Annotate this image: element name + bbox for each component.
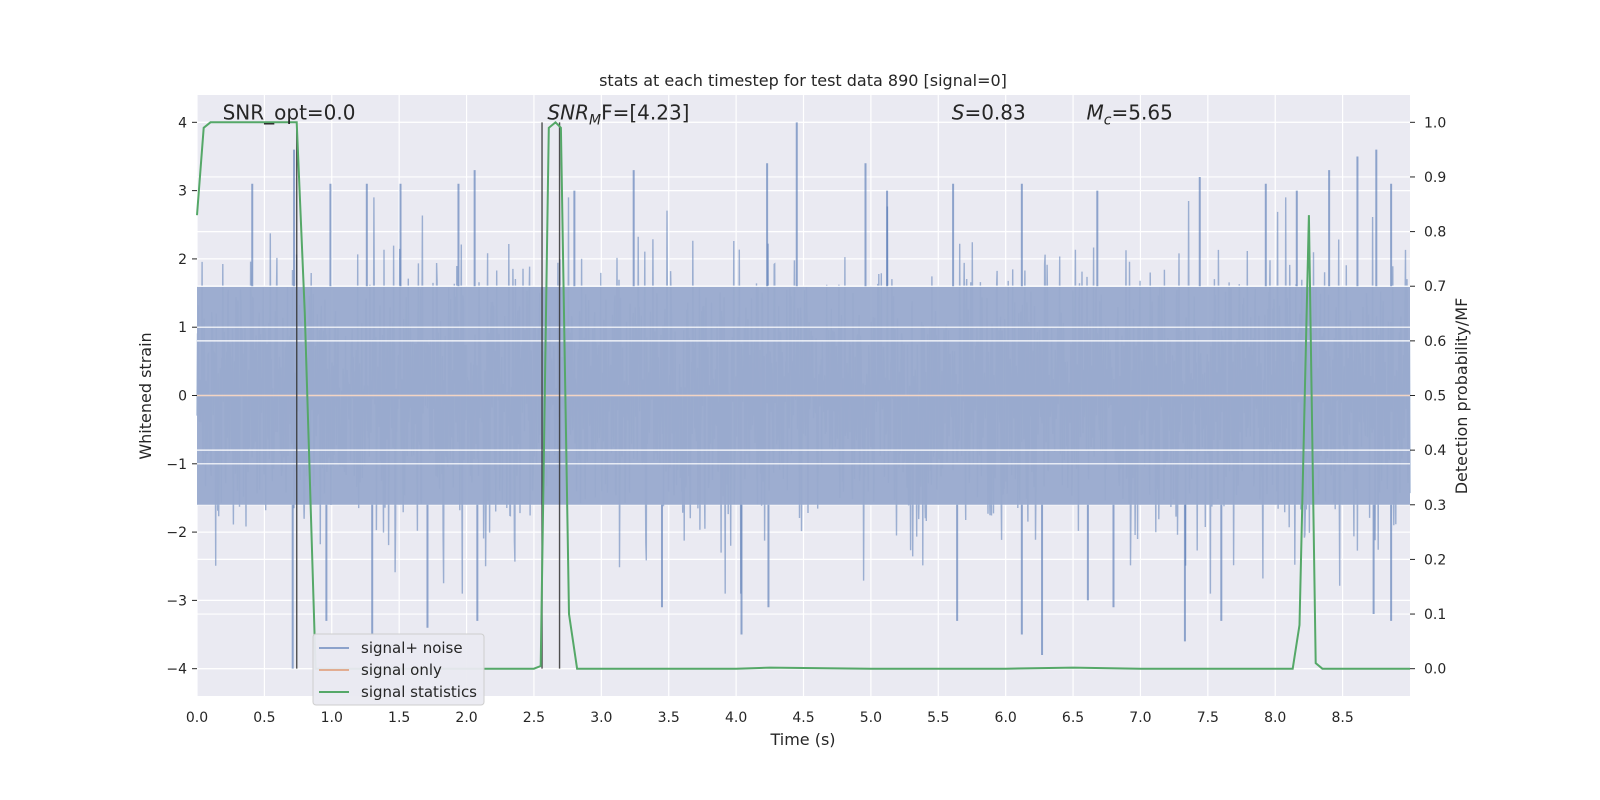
y-tick-label: 1 <box>178 320 187 336</box>
x-tick-label: 3.5 <box>658 710 680 726</box>
annotation-text: SNR_opt=0.0 <box>223 100 356 124</box>
y2-axis-label: Detection probability/MF <box>1452 298 1471 495</box>
y-tick-label: 2 <box>178 252 187 268</box>
annotation-subscript: M <box>589 112 601 128</box>
y2-tick-label: 0.6 <box>1424 334 1446 350</box>
annotation-text: S=0.83 <box>952 100 1026 124</box>
y-tick-label: 3 <box>178 184 187 200</box>
x-tick-label: 4.5 <box>792 710 814 726</box>
annotation-text: Mc=5.65 <box>1087 100 1173 128</box>
y2-tick-label: 0.0 <box>1424 662 1446 678</box>
y2-tick-label: 1.0 <box>1424 115 1446 131</box>
x-tick-label: 0.0 <box>186 710 208 726</box>
x-tick-label: 3.0 <box>590 710 612 726</box>
x-axis-label: Time (s) <box>769 730 835 749</box>
annotation-main: SNR <box>547 100 589 124</box>
y2-tick-label: 0.7 <box>1424 279 1446 295</box>
legend-label: signal only <box>361 661 442 679</box>
x-tick-label: 5.5 <box>927 710 949 726</box>
annotation-main: SNR_opt=0.0 <box>223 100 356 124</box>
x-tick-label: 8.5 <box>1331 710 1353 726</box>
y2-tick-label: 0.9 <box>1424 170 1446 186</box>
y-tick-label: −2 <box>166 525 187 541</box>
y2-tick-label: 0.4 <box>1424 443 1446 459</box>
annotation-main: S <box>952 100 965 124</box>
y-axis-label: Whitened strain <box>136 332 155 459</box>
y-tick-label: 0 <box>178 389 187 405</box>
y-tick-label: −3 <box>166 593 187 609</box>
x-tick-label: 8.0 <box>1264 710 1286 726</box>
annotation-suffix: F=[4.23] <box>601 100 689 124</box>
annotation-main: M <box>1087 100 1104 124</box>
annotation-text: SNRMF=[4.23] <box>547 100 689 128</box>
y-tick-label: −4 <box>166 662 187 678</box>
legend-label: signal statistics <box>361 683 477 701</box>
x-tick-label: 1.0 <box>321 710 343 726</box>
signal-statistics-line <box>196 120 1410 670</box>
annotation-suffix: =5.65 <box>1112 100 1173 124</box>
y2-tick-label: 0.8 <box>1424 225 1446 241</box>
x-tick-label: 7.0 <box>1129 710 1151 726</box>
chart-title: stats at each timestep for test data 890… <box>599 71 1007 90</box>
x-tick-label: 6.0 <box>995 710 1017 726</box>
y2-tick-label: 0.3 <box>1424 498 1446 514</box>
x-tick-label: 2.0 <box>455 710 477 726</box>
annotation-suffix: =0.83 <box>964 100 1025 124</box>
y2-tick-label: 0.1 <box>1424 607 1446 623</box>
annotation-subscript: c <box>1104 112 1112 128</box>
x-tick-label: 2.5 <box>523 710 545 726</box>
x-tick-label: 1.5 <box>388 710 410 726</box>
x-tick-label: 6.5 <box>1062 710 1084 726</box>
x-tick-label: 7.5 <box>1197 710 1219 726</box>
y2-tick-label: 0.2 <box>1424 552 1446 568</box>
y-tick-label: −1 <box>166 457 187 473</box>
legend-label: signal+ noise <box>361 639 463 657</box>
legend-box <box>312 633 485 706</box>
y-tick-label: 4 <box>178 115 187 131</box>
x-tick-label: 0.5 <box>253 710 275 726</box>
x-tick-label: 4.0 <box>725 710 747 726</box>
y2-tick-label: 0.5 <box>1424 389 1446 405</box>
x-tick-label: 5.0 <box>860 710 882 726</box>
